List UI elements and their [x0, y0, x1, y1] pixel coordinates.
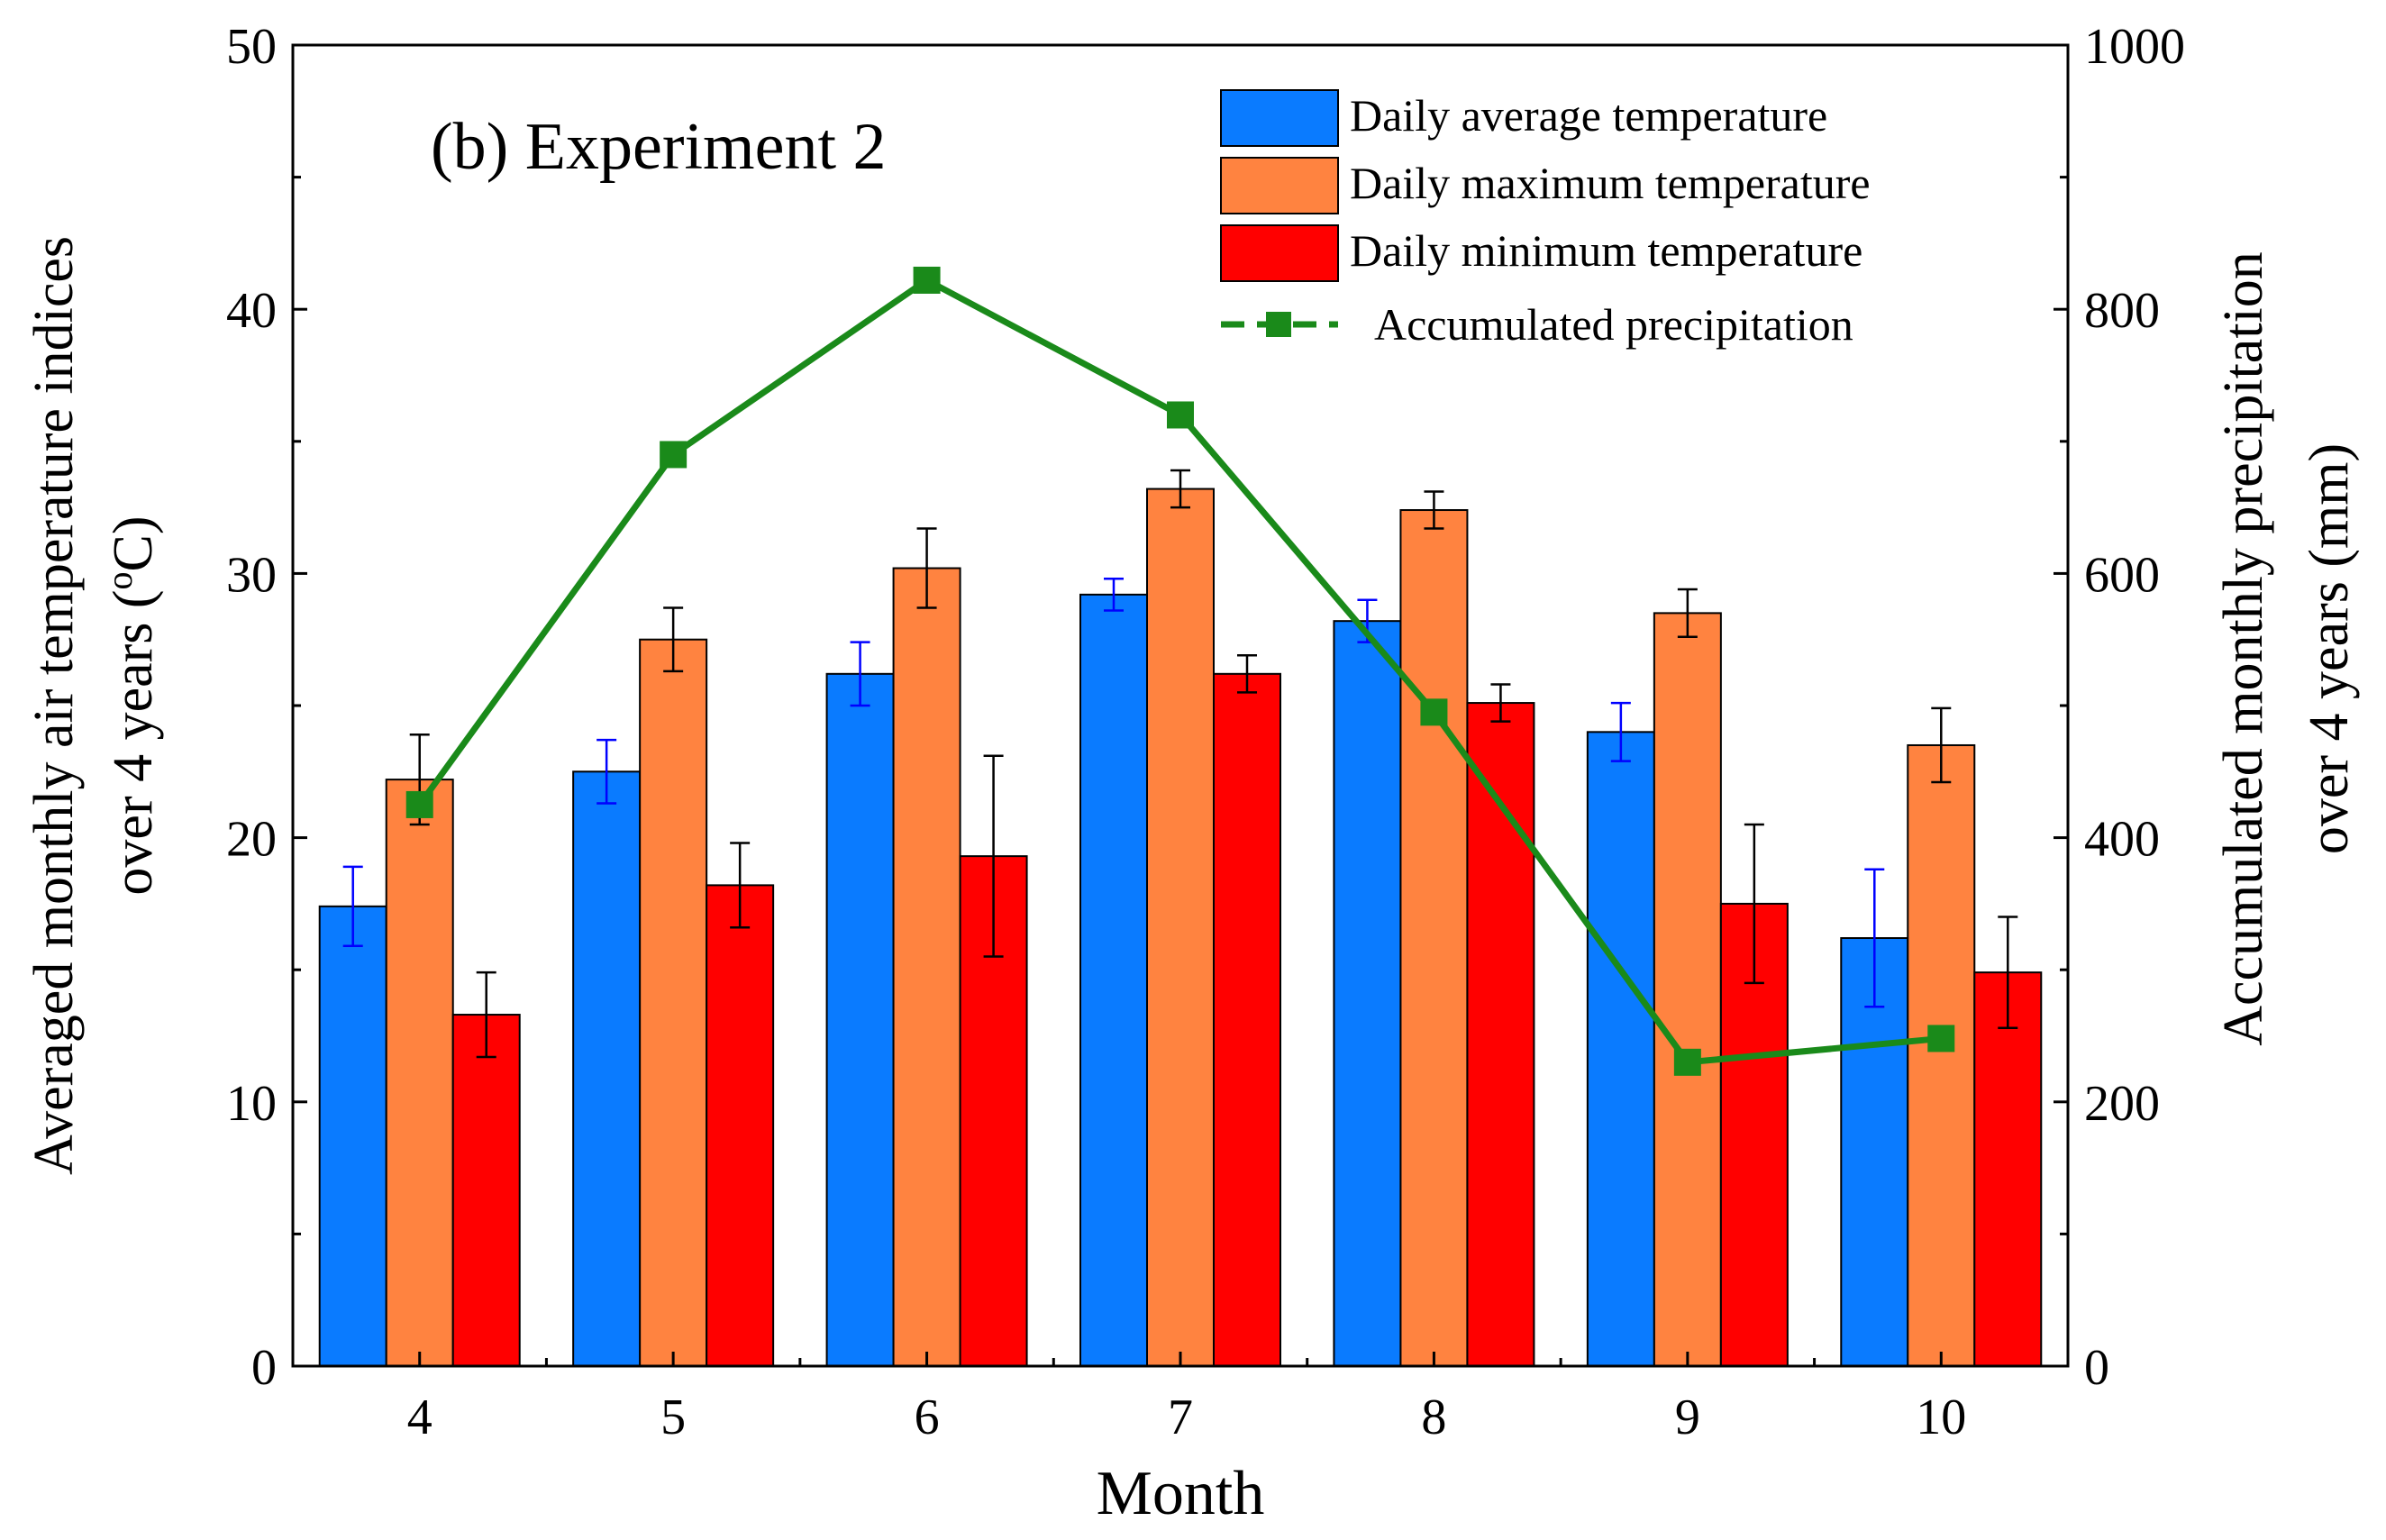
- bar-series2-month-8: [1466, 702, 1535, 1367]
- bar-series0-month-4: [318, 905, 387, 1367]
- y-right-tick-label-1000: 1000: [2084, 19, 2185, 75]
- bar-series1-month-4: [385, 779, 454, 1367]
- precipitation-point-month-5: [660, 441, 688, 469]
- y-axis-right-label-line2: over 4 years (mm): [2299, 443, 2360, 854]
- precipitation-point-month-8: [1420, 698, 1448, 726]
- y-right-tick-label-200: 200: [2084, 1076, 2160, 1132]
- y-left-tick-label-10: 10: [226, 1076, 277, 1132]
- y-axis-left-label-line2: over 4 years (oC): [99, 515, 164, 895]
- y-left-tick-label-50: 50: [226, 19, 277, 75]
- y-axis-left-label: Averaged monthly air temperature indices: [23, 236, 85, 1175]
- y-left-tick-label-0: 0: [251, 1340, 277, 1396]
- y-left-tick-label-30: 30: [226, 547, 277, 603]
- precipitation-point-month-9: [1673, 1048, 1701, 1076]
- x-tick-label-4: 4: [407, 1390, 433, 1445]
- legend-label-series2: Daily minimum temperature: [1350, 225, 1862, 276]
- legend-swatch-series2: [1220, 224, 1339, 282]
- bar-series0-month-7: [1079, 593, 1148, 1367]
- y-right-tick-label-0: 0: [2084, 1340, 2109, 1396]
- x-tick-label-7: 7: [1168, 1390, 1193, 1445]
- precipitation-line-layer: [405, 266, 1955, 1076]
- bar-series2-month-10: [1973, 971, 2043, 1367]
- bar-series2-month-7: [1213, 672, 1281, 1367]
- bar-series1-month-8: [1399, 509, 1469, 1367]
- bar-series2-month-5: [706, 884, 775, 1367]
- x-tick-label-10: 10: [1916, 1390, 1966, 1445]
- y-right-tick-label-600: 600: [2084, 547, 2160, 603]
- legend: Daily average temperature Daily maximum t…: [1220, 89, 1871, 350]
- x-tick-label-9: 9: [1675, 1390, 1700, 1445]
- y-right-tick-label-800: 800: [2084, 283, 2160, 339]
- bar-series1-month-6: [892, 567, 961, 1367]
- bar-series0-month-9: [1586, 731, 1655, 1367]
- ticks-layer: 0 10 20 30 40 50 0 200 400 600 800 1000 4 5 6 7 8 9 10: [226, 19, 2185, 1445]
- y-left-tick-label-40: 40: [226, 283, 277, 339]
- y-right-tick-label-400: 400: [2084, 812, 2160, 868]
- legend-swatch-series1: [1220, 157, 1339, 214]
- panel-annotation: (b) Experiment 2: [431, 110, 887, 184]
- precipitation-point-month-10: [1927, 1025, 1955, 1052]
- legend-swatch-series0: [1220, 89, 1339, 147]
- precipitation-point-month-4: [405, 790, 433, 818]
- x-tick-label-8: 8: [1421, 1390, 1446, 1445]
- bar-series1-month-10: [1907, 743, 1976, 1367]
- bar-series0-month-8: [1333, 620, 1402, 1367]
- bar-series1-month-7: [1146, 488, 1215, 1367]
- legend-label-precipitation: Accumulated precipitation: [1374, 299, 1853, 350]
- bar-series1-month-9: [1653, 612, 1722, 1367]
- legend-marker-precipitation: [1266, 312, 1291, 337]
- bar-series1-month-5: [639, 638, 708, 1367]
- y-left-tick-label-20: 20: [226, 812, 277, 868]
- bar-series0-month-6: [825, 672, 895, 1367]
- x-axis-label: Month: [1097, 1459, 1265, 1528]
- y-axis-right-label: Accumulated monthly precipitation: [2213, 251, 2274, 1046]
- precipitation-point-month-6: [913, 266, 941, 294]
- precipitation-point-month-7: [1167, 401, 1194, 429]
- bar-series0-month-5: [572, 770, 642, 1367]
- legend-label-series0: Daily average temperature: [1350, 90, 1827, 141]
- x-tick-label-5: 5: [660, 1390, 686, 1445]
- bar-series2-month-4: [451, 1014, 521, 1367]
- bars-layer: [318, 469, 2043, 1367]
- x-tick-label-6: 6: [915, 1390, 940, 1445]
- legend-label-series1: Daily maximum temperature: [1350, 158, 1871, 208]
